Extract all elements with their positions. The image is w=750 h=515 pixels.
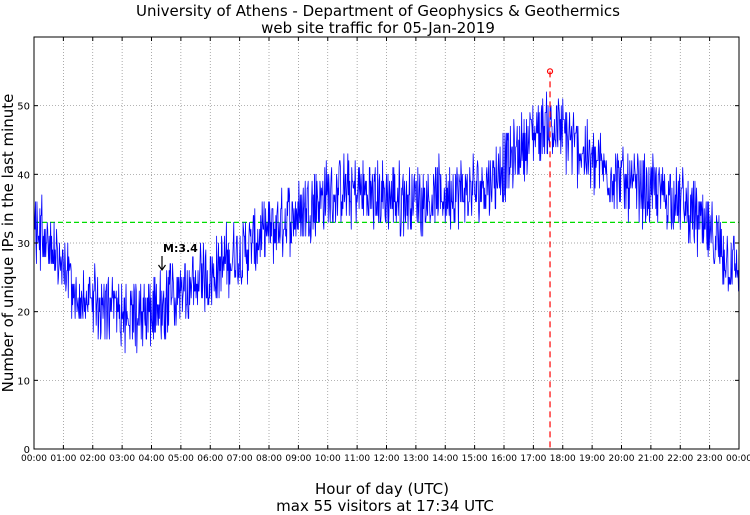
x-tick-label: 12:00 xyxy=(374,454,400,464)
x-tick-label: 21:00 xyxy=(638,454,664,464)
x-tick-label: 13:00 xyxy=(403,454,429,464)
x-tick-label: 14:00 xyxy=(432,454,458,464)
x-tick-label: 04:00 xyxy=(139,454,165,464)
annotation-group: M:3.4 xyxy=(158,242,198,272)
y-tick-label: 30 xyxy=(17,239,30,250)
x-tick-label: 06:00 xyxy=(197,454,223,464)
chart-title: University of Athens - Department of Geo… xyxy=(136,2,620,20)
x-tick-label: 08:00 xyxy=(256,454,282,464)
annotation-label: M:3.4 xyxy=(163,242,198,255)
x-tick-label: 23:00 xyxy=(697,454,723,464)
y-axis-ticks: 0 10 20 30 40 50 xyxy=(17,102,739,456)
footer-max-visitors: max 55 visitors at 17:34 UTC xyxy=(276,497,494,515)
x-tick-label: 03:00 xyxy=(109,454,135,464)
x-tick-label: 02:00 xyxy=(80,454,106,464)
series-group xyxy=(33,91,740,354)
x-tick-label: 00:00 xyxy=(726,454,750,464)
max-point xyxy=(546,68,554,75)
x-tick-label: 16:00 xyxy=(491,454,517,464)
x-tick-label: 18:00 xyxy=(550,454,576,464)
y-axis-label: Number of unique IPs in the last minute xyxy=(0,94,17,393)
chart-subtitle: web site traffic for 05-Jan-2019 xyxy=(261,19,495,37)
y-tick-label: 50 xyxy=(17,102,30,113)
series-line xyxy=(33,91,740,354)
y-tick-label: 0 xyxy=(24,445,30,456)
x-axis-ticks: 00:00 01:00 02:00 03:00 04:00 05:00 06:00 07:00… xyxy=(21,37,750,464)
annotation-arrow-head xyxy=(158,264,166,272)
x-tick-label: 01:00 xyxy=(50,454,76,464)
max-marker-group xyxy=(546,68,554,449)
x-tick-label: 09:00 xyxy=(285,454,311,464)
x-tick-label: 10:00 xyxy=(315,454,341,464)
x-tick-label: 05:00 xyxy=(168,454,194,464)
y-tick-label: 10 xyxy=(17,376,30,387)
y-tick-label: 20 xyxy=(17,308,30,319)
x-tick-label: 19:00 xyxy=(579,454,605,464)
x-tick-label: 17:00 xyxy=(520,454,546,464)
x-axis-label: Hour of day (UTC) xyxy=(315,480,449,498)
y-tick-label: 40 xyxy=(17,170,30,181)
x-tick-label: 20:00 xyxy=(609,454,635,464)
x-tick-label: 07:00 xyxy=(227,454,253,464)
x-tick-label: 00:00 xyxy=(21,454,47,464)
x-tick-label: 15:00 xyxy=(462,454,488,464)
x-tick-label: 11:00 xyxy=(344,454,370,464)
x-tick-label: 22:00 xyxy=(667,454,693,464)
